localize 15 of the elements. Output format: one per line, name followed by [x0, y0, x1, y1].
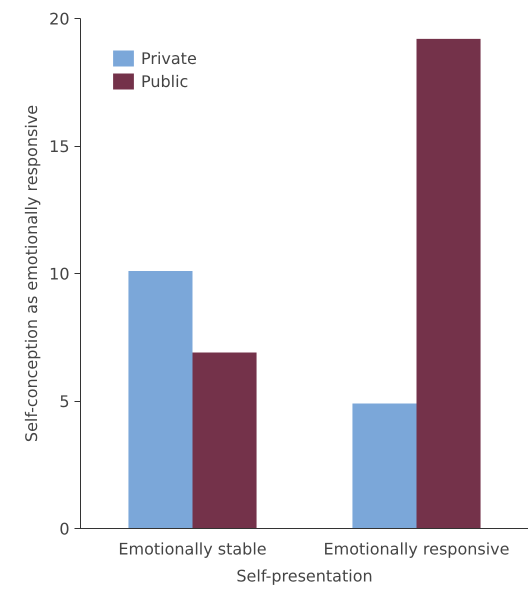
- y-axis-title: Self-conception as emotionally responsive: [22, 104, 42, 442]
- legend-label: Public: [141, 72, 188, 90]
- x-tick-label: Emotionally stable: [118, 540, 267, 558]
- y-tick-label: 10: [49, 264, 70, 284]
- y-tick-label: 15: [49, 137, 70, 156]
- y-tick-label: 20: [49, 10, 70, 28]
- bar: [352, 404, 416, 528]
- legend-label: Private: [141, 48, 197, 68]
- y-tick-label: 0: [59, 520, 70, 538]
- bar: [128, 270, 192, 528]
- bar: [192, 352, 257, 528]
- y-tick-label: 5: [59, 392, 70, 411]
- x-axis-title: Self-presentation: [236, 566, 373, 586]
- bar: [416, 38, 481, 528]
- x-tick-label: Emotionally responsive: [324, 540, 510, 558]
